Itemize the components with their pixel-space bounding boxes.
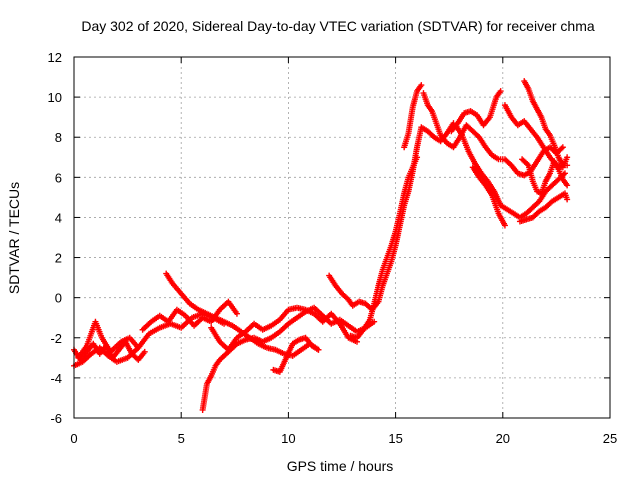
data-point-marker [524,161,531,168]
y-tick-label: -4 [50,371,62,386]
y-tick-label: 8 [55,130,62,145]
data-point-marker [558,145,565,152]
y-tick-label: 6 [55,170,62,185]
data-point-marker [135,344,142,351]
y-tick-label: 10 [48,90,62,105]
data-point-marker [559,144,566,151]
data-point-marker [371,318,378,325]
data-point-marker [501,222,508,229]
data-point-marker [418,82,425,89]
chart-title: Day 302 of 2020, Sidereal Day-to-day VTE… [81,18,594,34]
data-point-marker [141,348,148,355]
data-point-marker [564,154,571,161]
x-tick-label: 5 [178,431,185,446]
data-point-marker [564,162,571,169]
x-axis-label: GPS time / hours [287,458,394,474]
data-points [71,78,571,413]
data-point-marker [315,346,322,353]
data-point-marker [564,182,571,189]
data-point-marker [233,310,240,317]
axis-ticks: 0 5 10 15 20 25 -6 -4 -2 0 2 4 6 8 10 12 [48,50,618,446]
x-tick-label: 10 [281,431,295,446]
y-tick-label: -2 [50,331,62,346]
data-point-marker [564,196,571,203]
plot-frame [73,56,611,419]
data-point-marker [414,154,421,161]
y-axis-label: SDTVAR / TECUs [6,182,22,294]
y-tick-label: 12 [48,50,62,65]
y-tick-label: 2 [55,251,62,266]
data-point-marker [497,88,504,95]
y-tick-label: 0 [55,291,62,306]
x-tick-label: 15 [388,431,402,446]
x-tick-label: 0 [70,431,77,446]
y-tick-label: -6 [50,411,62,426]
y-tick-label: 4 [55,210,62,225]
x-tick-label: 20 [496,431,510,446]
grid-lines [74,57,610,418]
x-tick-label: 25 [603,431,617,446]
